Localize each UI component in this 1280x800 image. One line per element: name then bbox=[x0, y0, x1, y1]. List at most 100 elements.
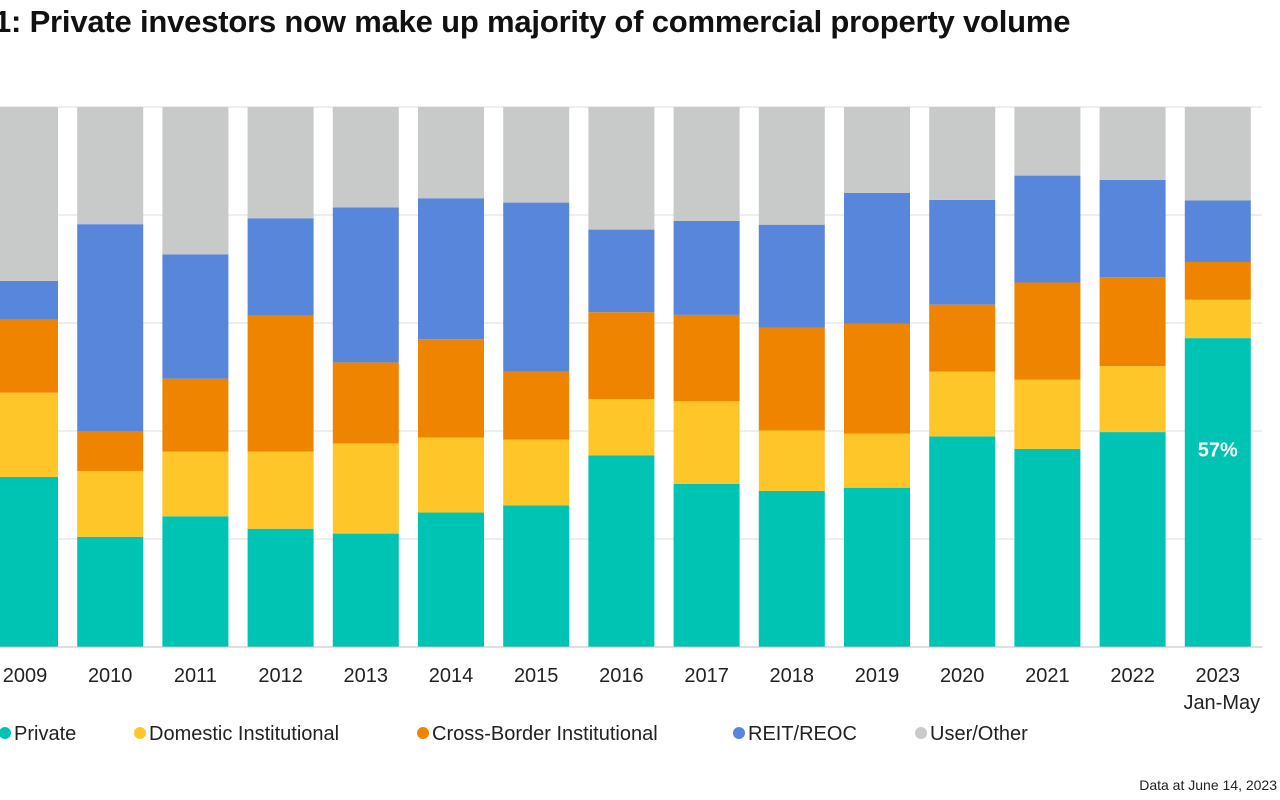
bar-2017-user-other bbox=[673, 107, 740, 221]
bar-2016-reit-reoc bbox=[588, 229, 655, 313]
x-tick-label: 2010 bbox=[88, 665, 133, 687]
bar-2018-reit-reoc bbox=[758, 224, 825, 328]
bar-2011-private bbox=[162, 516, 229, 647]
bar-2011-cross-border-institutional bbox=[162, 378, 229, 452]
bar-2017-private bbox=[673, 483, 740, 647]
bar-2019-domestic-institutional bbox=[844, 433, 910, 488]
bar-2021-reit-reoc bbox=[1014, 175, 1081, 283]
bar-2010-domestic-institutional bbox=[77, 470, 144, 537]
bar-2014-private bbox=[418, 512, 484, 647]
bar-2018-domestic-institutional bbox=[758, 430, 825, 491]
bar-2020-private bbox=[929, 436, 996, 647]
x-tick-label: 2018 bbox=[770, 665, 815, 687]
x-tick-label: 2017 bbox=[684, 665, 729, 687]
bar-2021-private bbox=[1014, 448, 1081, 647]
bar-2010-user-other bbox=[77, 107, 144, 225]
bar-2010-reit-reoc bbox=[77, 224, 144, 431]
x-tick-label: 2020 bbox=[940, 665, 985, 687]
bar-2016-user-other bbox=[588, 107, 655, 230]
x-tick-label: 2011 bbox=[174, 665, 217, 687]
x-tick-label: 2015 bbox=[514, 665, 559, 687]
bar-2010-private bbox=[77, 536, 144, 647]
bar-2018-user-other bbox=[758, 107, 825, 225]
legend-label: REIT/REOC bbox=[748, 723, 857, 745]
bar-2021-user-other bbox=[1014, 107, 1081, 176]
x-tick-label: 2014 bbox=[429, 665, 474, 687]
bar-2023-private bbox=[1184, 338, 1251, 647]
x-tick-label: 2013 bbox=[344, 665, 389, 687]
bar-2021-domestic-institutional bbox=[1014, 379, 1081, 449]
bar-2016-cross-border-institutional bbox=[588, 312, 655, 400]
legend-label: Domestic Institutional bbox=[149, 723, 339, 745]
bar-2023-user-other bbox=[1184, 107, 1251, 201]
bar-2015-user-other bbox=[503, 107, 570, 203]
bar-2022-reit-reoc bbox=[1099, 179, 1166, 278]
bar-2020-cross-border-institutional bbox=[929, 304, 996, 372]
legend-marker bbox=[417, 727, 429, 739]
bar-2013-private bbox=[332, 533, 399, 647]
bar-2011-domestic-institutional bbox=[162, 451, 229, 517]
bar-2020-domestic-institutional bbox=[929, 371, 996, 437]
bar-2022-domestic-institutional bbox=[1099, 366, 1166, 433]
bar-2012-user-other bbox=[247, 107, 314, 219]
bar-2009-reit-reoc bbox=[0, 280, 58, 320]
x-tick-sublabel: Jan-May bbox=[1183, 692, 1260, 714]
bar-2012-private bbox=[247, 528, 314, 647]
bar-2017-domestic-institutional bbox=[673, 401, 740, 484]
bar-2016-private bbox=[588, 455, 655, 647]
bar-2023-domestic-institutional bbox=[1184, 299, 1251, 339]
legend-marker bbox=[0, 727, 11, 739]
x-tick-label: 2021 bbox=[1025, 665, 1070, 687]
bar-2020-user-other bbox=[929, 107, 996, 200]
bar-2014-cross-border-institutional bbox=[418, 339, 484, 438]
bar-2017-reit-reoc bbox=[673, 220, 740, 315]
bar-2022-private bbox=[1099, 432, 1166, 647]
legend-label: User/Other bbox=[930, 723, 1028, 745]
legend-label: Private bbox=[14, 723, 76, 745]
bar-2010-cross-border-institutional bbox=[77, 431, 144, 471]
bar-2017-cross-border-institutional bbox=[673, 314, 740, 402]
bar-2020-reit-reoc bbox=[929, 199, 996, 305]
bar-2015-domestic-institutional bbox=[503, 439, 570, 506]
bar-2012-reit-reoc bbox=[247, 218, 314, 316]
x-tick-label: 2019 bbox=[855, 665, 900, 687]
bar-2012-domestic-institutional bbox=[247, 451, 314, 529]
bar-2014-reit-reoc bbox=[418, 198, 484, 340]
bar-2013-domestic-institutional bbox=[332, 443, 399, 534]
bar-2022-user-other bbox=[1099, 107, 1166, 180]
bar-2016-domestic-institutional bbox=[588, 399, 655, 456]
chart-title: 1: Private investors now make up majorit… bbox=[0, 4, 1071, 39]
bar-2019-reit-reoc bbox=[844, 192, 910, 324]
bar-2021-cross-border-institutional bbox=[1014, 282, 1081, 380]
bar-2015-cross-border-institutional bbox=[503, 371, 570, 440]
bar-2011-user-other bbox=[162, 107, 229, 255]
bar-2019-cross-border-institutional bbox=[844, 323, 910, 434]
bar-2009-user-other bbox=[0, 107, 58, 281]
bar-2015-reit-reoc bbox=[503, 202, 570, 372]
bar-2013-user-other bbox=[332, 107, 399, 208]
x-tick-label: 2012 bbox=[258, 665, 303, 687]
x-tick-label: 2023 bbox=[1196, 665, 1241, 687]
bar-2013-cross-border-institutional bbox=[332, 362, 399, 444]
bar-2009-cross-border-institutional bbox=[0, 319, 58, 393]
bar-2013-reit-reoc bbox=[332, 207, 399, 363]
x-tick-label: 2016 bbox=[599, 665, 644, 687]
bar-2023-reit-reoc bbox=[1184, 200, 1251, 262]
data-date-note: Data at June 14, 2023 bbox=[1139, 777, 1277, 793]
bar-2014-domestic-institutional bbox=[418, 437, 484, 513]
bar-2023-cross-border-institutional bbox=[1184, 261, 1251, 300]
bar-2019-private bbox=[844, 487, 910, 647]
bar-2018-private bbox=[758, 490, 825, 647]
bar-2011-reit-reoc bbox=[162, 254, 229, 379]
bar-2012-cross-border-institutional bbox=[247, 315, 314, 452]
bar-2022-cross-border-institutional bbox=[1099, 277, 1166, 367]
bar-2014-user-other bbox=[418, 107, 484, 199]
legend-marker bbox=[733, 727, 745, 739]
bar-2015-private bbox=[503, 505, 570, 647]
bar-2009-private bbox=[0, 476, 58, 647]
legend-marker bbox=[134, 727, 146, 739]
x-tick-label: 2009 bbox=[3, 665, 48, 687]
x-tick-label: 2022 bbox=[1110, 665, 1155, 687]
legend-marker bbox=[915, 727, 927, 739]
data-label: 57% bbox=[1198, 440, 1238, 462]
